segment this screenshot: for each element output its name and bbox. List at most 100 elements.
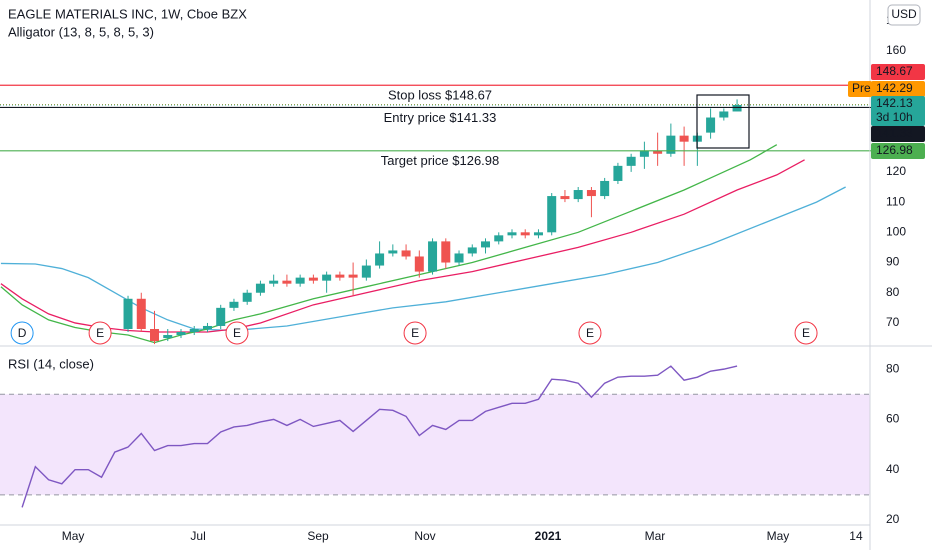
- last-price: 142.13: [876, 96, 913, 110]
- candle-body: [441, 241, 451, 263]
- x-tick-label: Sep: [307, 529, 329, 543]
- x-tick-label: Nov: [414, 529, 435, 543]
- x-tick-label: Jul: [190, 529, 205, 543]
- rsi-label: RSI (14, close): [8, 356, 94, 371]
- candle-body: [547, 196, 557, 233]
- candle-body: [639, 150, 649, 157]
- countdown: 3d 10h: [876, 110, 913, 124]
- candle-body: [520, 232, 530, 236]
- event-marker: [10, 321, 34, 345]
- indicator-label: Alligator (13, 8, 5, 8, 5, 3): [8, 24, 154, 39]
- candle-body: [414, 256, 424, 272]
- event-marker: [403, 321, 427, 345]
- event-label: E: [411, 326, 419, 340]
- event-label: E: [802, 326, 810, 340]
- candle-body: [653, 150, 663, 154]
- candle-body: [242, 292, 252, 302]
- price-label: 126.98: [876, 143, 913, 157]
- chart-title: EAGLE MATERIALS INC, 1W, Cboe BZX: [8, 6, 247, 21]
- candle-body: [123, 298, 133, 329]
- candle-body: [533, 232, 543, 236]
- candle-body: [136, 298, 146, 329]
- y-tick-label: 120: [886, 164, 906, 178]
- price-label-bg: [871, 81, 925, 97]
- candle-body: [295, 277, 305, 284]
- alligator-line: [0, 186, 846, 332]
- candle-body: [573, 190, 583, 200]
- rsi-band: [0, 394, 870, 495]
- candle-body: [375, 253, 385, 266]
- candle-body: [202, 325, 212, 329]
- line-annotation: Stop loss $148.67: [388, 88, 492, 103]
- candle-body: [189, 328, 199, 333]
- y-tick-label: 90: [886, 255, 900, 269]
- pre-tag: Pre: [852, 81, 871, 95]
- alligator-line: [0, 159, 805, 333]
- y-tick-label: 20: [886, 512, 900, 526]
- line-annotation: Target price $126.98: [381, 153, 500, 168]
- candle-body: [679, 135, 689, 142]
- candle-body: [454, 253, 464, 263]
- x-tick-label: 14: [849, 529, 863, 543]
- candle-body: [150, 328, 160, 342]
- y-tick-label: 100: [886, 224, 906, 238]
- candle-body: [361, 265, 371, 278]
- currency-box[interactable]: [887, 4, 921, 26]
- last-price-bg: [871, 96, 925, 126]
- price-label: 141.33: [876, 126, 913, 140]
- price-label-bg: [871, 64, 925, 80]
- y-tick-label: 80: [886, 361, 900, 375]
- price-pane: [0, 84, 870, 345]
- event-marker: [88, 321, 112, 345]
- price-label-bg: [871, 126, 925, 142]
- selection-box: [696, 94, 750, 149]
- candle-body: [586, 190, 596, 197]
- candle-body: [216, 307, 226, 326]
- candle-body: [428, 241, 438, 272]
- candle-body: [507, 232, 517, 236]
- alligator-line: [0, 144, 778, 344]
- axes: 708090100110120160170148.67141.33126.98P…: [62, 13, 925, 543]
- candle-body: [494, 235, 504, 242]
- y-tick-label: 80: [886, 285, 900, 299]
- candle-body: [348, 274, 358, 278]
- candle-body: [322, 274, 332, 281]
- event-label: E: [96, 326, 104, 340]
- y-tick-label: 60: [886, 412, 900, 426]
- candle-body: [666, 135, 676, 154]
- candle-body: [229, 301, 239, 308]
- event-label: E: [586, 326, 594, 340]
- x-tick-label: May: [767, 529, 790, 543]
- price-label-bg: [871, 143, 925, 159]
- candle-body: [335, 274, 345, 278]
- price-label: 142.29: [876, 81, 913, 95]
- candle-body: [719, 111, 729, 118]
- candle-body: [163, 335, 173, 339]
- candle-body: [388, 250, 398, 254]
- candle-body: [560, 196, 570, 200]
- candle-body: [401, 250, 411, 257]
- candle-body: [706, 117, 716, 133]
- candle-body: [308, 277, 318, 281]
- line-annotation: Entry price $141.33: [384, 110, 497, 125]
- candle-body: [613, 165, 623, 181]
- pre-tag-bg: [848, 81, 872, 97]
- event-marker: [794, 321, 818, 345]
- candle-body: [255, 283, 265, 293]
- currency[interactable]: USD: [891, 7, 917, 21]
- rsi-line: [21, 365, 738, 508]
- candle-body: [481, 241, 491, 248]
- candle-body: [600, 180, 610, 197]
- candle-body: [732, 105, 742, 112]
- candle-body: [269, 280, 279, 284]
- candle-body: [282, 280, 292, 284]
- y-tick-label: 160: [886, 43, 906, 57]
- price-label: 148.67: [876, 64, 913, 78]
- x-tick-label: 2021: [535, 529, 562, 543]
- candle-body: [176, 332, 186, 336]
- event-marker: [225, 321, 249, 345]
- y-tick-label: 40: [886, 462, 900, 476]
- y-tick-label: 110: [886, 194, 905, 208]
- rsi-pane: [0, 365, 870, 508]
